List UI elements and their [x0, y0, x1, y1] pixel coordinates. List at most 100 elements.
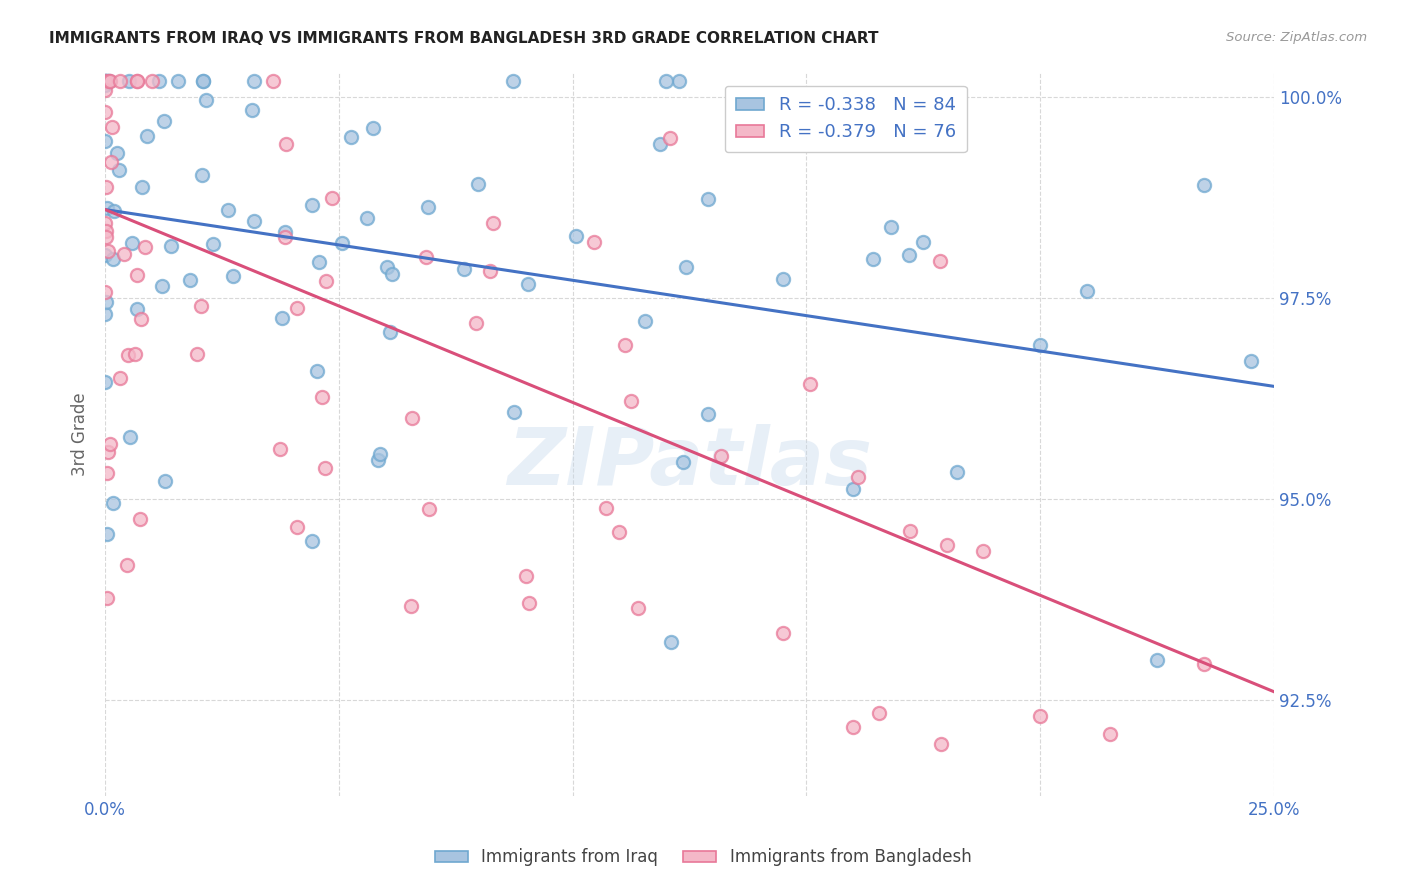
Point — [107, 145, 129, 160]
Point — [193, 74, 215, 88]
Point — [464, 316, 486, 330]
Point — [94, 83, 117, 97]
Text: ZIPatlas: ZIPatlas — [508, 425, 872, 502]
Point — [842, 483, 865, 497]
Point — [108, 74, 131, 88]
Point — [153, 475, 176, 489]
Point — [301, 533, 323, 548]
Point — [222, 268, 245, 283]
Point — [1076, 284, 1098, 298]
Point — [190, 299, 212, 313]
Point — [96, 74, 118, 88]
Point — [478, 263, 501, 277]
Point — [613, 338, 636, 352]
Point — [97, 444, 120, 458]
Point — [148, 74, 170, 88]
Point — [117, 348, 139, 362]
Point — [380, 325, 402, 339]
Point — [931, 737, 953, 751]
Point — [453, 262, 475, 277]
Point — [900, 814, 922, 828]
Point — [94, 135, 117, 149]
Point — [274, 225, 297, 239]
Point — [340, 130, 363, 145]
Point — [285, 301, 308, 316]
Point — [112, 247, 135, 261]
Point — [301, 198, 323, 212]
Point — [799, 377, 821, 392]
Point — [1239, 812, 1261, 826]
Point — [655, 74, 678, 88]
Point — [131, 180, 153, 194]
Point — [368, 447, 391, 461]
Point — [565, 229, 588, 244]
Point — [315, 274, 337, 288]
Point — [128, 512, 150, 526]
Point — [620, 394, 643, 409]
Point — [195, 93, 218, 107]
Point — [671, 455, 693, 469]
Point — [179, 273, 201, 287]
Point — [772, 272, 794, 286]
Point — [96, 201, 118, 215]
Point — [990, 814, 1012, 828]
Point — [648, 136, 671, 151]
Point — [94, 105, 117, 120]
Point — [418, 200, 440, 214]
Point — [243, 214, 266, 228]
Point — [668, 74, 690, 88]
Point — [101, 120, 124, 134]
Point — [503, 405, 526, 419]
Point — [912, 235, 935, 249]
Point — [103, 252, 125, 267]
Point — [96, 224, 118, 238]
Point — [1192, 657, 1215, 671]
Point — [330, 235, 353, 250]
Point — [675, 260, 697, 274]
Point — [94, 294, 117, 309]
Text: IMMIGRANTS FROM IRAQ VS IMMIGRANTS FROM BANGLADESH 3RD GRADE CORRELATION CHART: IMMIGRANTS FROM IRAQ VS IMMIGRANTS FROM … — [49, 31, 879, 46]
Point — [98, 74, 121, 88]
Point — [772, 626, 794, 640]
Point — [1029, 709, 1052, 723]
Y-axis label: 3rd Grade: 3rd Grade — [72, 392, 89, 476]
Point — [515, 569, 537, 583]
Point — [100, 155, 122, 169]
Point — [167, 74, 190, 88]
Point — [101, 496, 124, 510]
Point — [307, 364, 329, 378]
Point — [129, 312, 152, 326]
Point — [98, 437, 121, 451]
Point — [862, 252, 884, 266]
Point — [118, 430, 141, 444]
Point — [842, 720, 865, 734]
Point — [481, 216, 503, 230]
Point — [153, 113, 176, 128]
Point — [1146, 652, 1168, 666]
Point — [467, 177, 489, 191]
Point — [150, 279, 173, 293]
Point — [928, 254, 950, 268]
Point — [1029, 338, 1052, 352]
Point — [517, 597, 540, 611]
Point — [1239, 353, 1261, 368]
Point — [118, 74, 141, 88]
Point — [103, 203, 125, 218]
Point — [659, 635, 682, 649]
Point — [124, 347, 146, 361]
Point — [125, 302, 148, 317]
Point — [367, 453, 389, 467]
Point — [696, 192, 718, 206]
Point — [321, 191, 343, 205]
Point — [96, 467, 118, 481]
Point — [583, 235, 606, 249]
Point — [311, 390, 333, 404]
Legend: Immigrants from Iraq, Immigrants from Bangladesh: Immigrants from Iraq, Immigrants from Ba… — [427, 842, 979, 873]
Point — [186, 347, 208, 361]
Point — [94, 74, 117, 88]
Point — [1192, 178, 1215, 192]
Point — [415, 250, 437, 264]
Point — [127, 74, 149, 88]
Point — [401, 410, 423, 425]
Point — [125, 268, 148, 283]
